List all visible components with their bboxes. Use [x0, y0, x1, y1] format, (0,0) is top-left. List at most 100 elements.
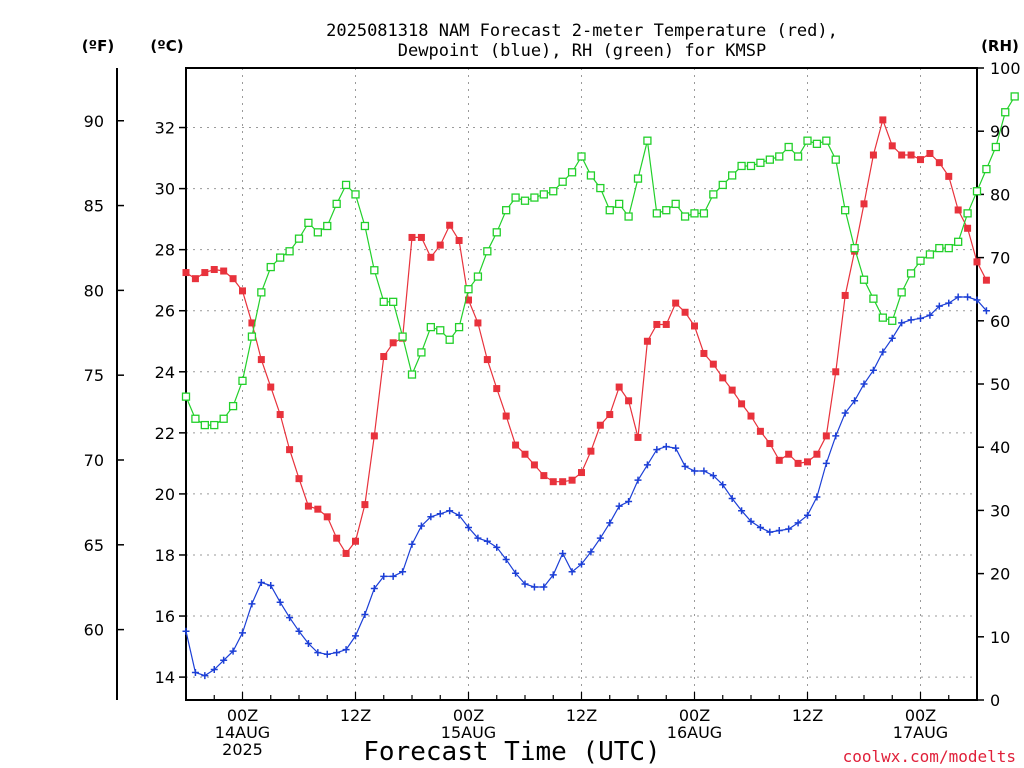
dewpoint-point	[935, 302, 943, 310]
temperature-point	[634, 433, 642, 441]
dewpoint-point	[917, 314, 924, 322]
rh-point	[549, 187, 558, 196]
rh-point	[615, 199, 624, 209]
x-tick-label: 00Z	[905, 706, 936, 725]
temperature-point	[869, 151, 877, 159]
rh-point	[276, 253, 285, 262]
rh-tick-label: 60	[990, 312, 1010, 331]
temperature-point	[417, 233, 425, 241]
rh-point	[784, 142, 793, 152]
dewpoint-point	[719, 481, 727, 489]
temperature-point	[728, 386, 736, 394]
temperature-point	[719, 374, 727, 382]
rh-point	[577, 152, 586, 161]
fahrenheit-tick-label: 85	[84, 197, 104, 216]
dewpoint-point	[229, 647, 237, 655]
dewpoint-point	[182, 627, 190, 635]
dewpoint-point	[804, 511, 811, 519]
temperature-point	[286, 446, 294, 454]
x-tick-label: 16AUG	[667, 723, 722, 742]
temperature-point	[643, 337, 651, 345]
x-tick-label: 17AUG	[893, 723, 948, 742]
dewpoint-point	[568, 568, 576, 576]
dewpoint-point	[521, 580, 529, 588]
rh-point	[925, 250, 935, 259]
rh-point	[473, 272, 483, 281]
temperature-point	[361, 501, 369, 509]
dewpoint-point	[945, 299, 953, 307]
temperature-point	[973, 258, 981, 266]
rh-point	[728, 171, 737, 180]
temperature-point	[738, 400, 746, 408]
rh-point	[313, 228, 322, 237]
rh-point	[944, 243, 953, 253]
rh-point	[294, 234, 304, 243]
dewpoint-point	[898, 319, 906, 327]
dewpoint-point	[634, 476, 642, 484]
dewpoint-point	[276, 598, 284, 606]
rh-point	[652, 209, 661, 218]
dewpoint-point	[615, 502, 623, 510]
dewpoint-point	[427, 513, 435, 521]
dewpoint-point	[474, 534, 482, 542]
rh-point	[266, 262, 275, 272]
rh-point	[897, 288, 906, 297]
rh-point	[370, 266, 379, 275]
temperature-point	[954, 206, 962, 214]
dewpoint-point	[267, 582, 275, 590]
x-tick-label: 2025	[222, 740, 263, 759]
rh-point	[859, 275, 869, 284]
celsius-axis-label: (ºC)	[150, 37, 183, 55]
temperature-point	[860, 200, 868, 208]
temperature-point	[342, 549, 350, 557]
rh-tick-label: 100	[990, 59, 1021, 78]
rh-point	[426, 322, 435, 332]
dewpoint-point	[323, 650, 331, 658]
dewpoint-point	[653, 446, 661, 454]
temperature-line	[185, 117, 987, 555]
temperature-point	[756, 427, 764, 435]
dewpoint-point	[286, 614, 294, 622]
rh-point	[709, 190, 718, 199]
dewpoint-point	[766, 528, 774, 536]
rh-point	[878, 313, 887, 322]
dewpoint-point	[248, 600, 256, 608]
temperature-point	[672, 299, 680, 307]
rh-point	[746, 161, 756, 171]
temperature-point	[446, 221, 454, 229]
rh-point	[558, 177, 567, 186]
rh-point	[407, 370, 417, 379]
dewpoint-point	[775, 527, 783, 535]
temperature-point	[314, 505, 322, 513]
rh-point	[304, 218, 313, 227]
dewpoint-point	[926, 311, 934, 319]
temperature-point	[832, 368, 840, 376]
x-tick-label: 15AUG	[441, 723, 496, 742]
dewpoint-point	[606, 519, 614, 527]
temperature-point	[785, 450, 793, 458]
x-axis-title: Forecast Time (UTC)	[363, 737, 660, 767]
rh-tick-label: 0	[990, 691, 1000, 710]
dewpoint-point	[973, 296, 981, 304]
rh-point	[483, 247, 492, 256]
rh-point	[219, 414, 228, 423]
dewpoint-point	[201, 672, 209, 680]
rh-point	[699, 209, 709, 218]
rh-point	[351, 190, 360, 199]
rh-point	[680, 212, 690, 221]
rh-point	[605, 206, 614, 215]
rh-point	[285, 247, 294, 256]
temperature-point	[201, 269, 209, 277]
dewpoint-point	[964, 293, 972, 301]
rh-point	[1010, 92, 1019, 101]
dewpoint-point	[436, 510, 444, 518]
temperature-point	[483, 356, 491, 364]
rh-tick-label: 10	[990, 628, 1010, 647]
dewpoint-point	[257, 578, 265, 586]
rh-point	[963, 209, 972, 218]
dewpoint-point	[333, 649, 341, 657]
chart-axes: 14 16 18 20 22 24 26 28 30 32 60 65 70 75 80 85 90 0 10 20 3…	[84, 59, 1021, 759]
dewpoint-point	[841, 409, 849, 417]
rh-tick-label: 50	[990, 375, 1010, 394]
dewpoint-point	[728, 494, 736, 502]
